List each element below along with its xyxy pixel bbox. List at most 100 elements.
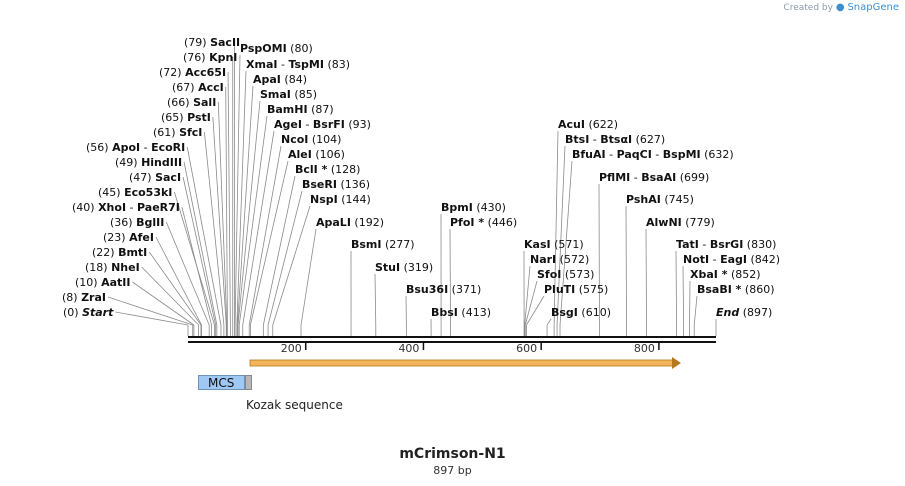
leader-line: [225, 86, 228, 326]
site-label: XbaI * (852): [690, 268, 761, 281]
site-label: BsgI (610): [551, 306, 611, 319]
enzyme-name: AfeI: [129, 231, 154, 244]
leader-line: [234, 54, 241, 326]
ruler-tick-label: 600: [516, 342, 537, 355]
site-label: BbsI (413): [431, 306, 491, 319]
site-text: NarI (572): [530, 253, 589, 266]
enzyme-name: Start: [82, 306, 114, 319]
ruler-tick: 600: [516, 342, 542, 355]
enzyme-name: BbsI: [431, 306, 458, 319]
leader-line: [250, 160, 289, 326]
site-position: (84): [281, 73, 307, 86]
credit-prefix: Created by: [783, 3, 833, 13]
site-text: NcoI (104): [281, 133, 341, 146]
leader-line: [115, 311, 189, 326]
site-labels: (0) Start(8) ZraI(10) AatII(18) NheI(22)…: [62, 36, 780, 319]
ruler-tick: 200: [281, 342, 307, 355]
enzyme-name: SacII: [210, 36, 240, 49]
site-label: TatI - BsrGI (830): [676, 238, 776, 251]
site-text: (10) AatII: [75, 276, 130, 289]
leader-line: [675, 250, 677, 326]
kozak-sequence-label: Kozak sequence: [246, 398, 343, 412]
dash-separator: -: [126, 201, 137, 214]
site-text: SfoI (573): [537, 268, 594, 281]
site-position: (104): [308, 133, 341, 146]
site-position: (430): [473, 201, 506, 214]
site-label: XmaI - TspMI (83): [246, 58, 350, 71]
dash-separator: -: [709, 253, 720, 266]
site-label: PshAI (745): [626, 193, 694, 206]
orf-arrowhead: [672, 357, 681, 369]
site-text: PluTI (575): [544, 283, 608, 296]
site-label: AlwNI (779): [646, 216, 715, 229]
leader-line: [132, 281, 195, 326]
snapgene-credit: Created by ● SnapGene: [783, 2, 899, 13]
site-position: (76): [183, 51, 209, 64]
enzyme-name: BpmI: [441, 201, 473, 214]
ruler-tick-label: 800: [634, 342, 655, 355]
site-text: (36) BglII: [110, 216, 164, 229]
site-label: ApaLI (192): [316, 216, 384, 229]
enzyme-name: BseRI: [302, 178, 337, 191]
leader-line: [693, 295, 698, 326]
enzyme-name: End: [716, 306, 739, 319]
site-label: (36) BglII: [110, 216, 164, 229]
orf-arrow: [249, 357, 681, 369]
site-label: Bsu36I (371): [406, 283, 481, 296]
ruler-tick-label: 400: [398, 342, 419, 355]
site-text: NotI - EagI (842): [683, 253, 780, 266]
site-text: (40) XhoI - PaeR7I: [72, 201, 180, 214]
site-label: SmaI (85): [260, 88, 317, 101]
site-position: (571): [551, 238, 584, 251]
site-position: (842): [747, 253, 780, 266]
site-label: (65) PstI: [161, 111, 211, 124]
site-position: (23): [103, 231, 129, 244]
site-label: PfoI * (446): [450, 216, 517, 229]
site-text: StuI (319): [375, 261, 433, 274]
enzyme-name: AleI: [288, 148, 312, 161]
site-text: (22) BmtI: [92, 246, 147, 259]
enzyme-name: NheI: [111, 261, 140, 274]
leader-line: [300, 228, 317, 326]
site-text: (47) SacI: [129, 171, 181, 184]
enzyme-name: NcoI: [281, 133, 308, 146]
mcs-feature: MCS: [198, 375, 245, 390]
site-position: (18): [85, 261, 111, 274]
leader-line: [183, 161, 218, 326]
site-position: (860): [741, 283, 774, 296]
enzyme-name-alt: PaeR7I: [137, 201, 180, 214]
site-position: (83): [324, 58, 350, 71]
site-position: (144): [338, 193, 371, 206]
leader-line: [682, 265, 685, 326]
site-position: (8): [62, 291, 81, 304]
site-text: AcuI (622): [558, 118, 618, 131]
enzyme-name: BsmI: [351, 238, 382, 251]
site-position: (830): [743, 238, 776, 251]
site-position: (47): [129, 171, 155, 184]
site-position: (72): [159, 66, 185, 79]
enzyme-name: TatI: [676, 238, 699, 251]
dash-separator: -: [277, 58, 288, 71]
leader-line: [212, 116, 227, 326]
enzyme-name: StuI: [375, 261, 400, 274]
orf-bar: [249, 359, 677, 367]
site-label: (79) SacII: [184, 36, 240, 49]
enzyme-name-alt: TspMI: [288, 58, 324, 71]
site-label: KasI (571): [524, 238, 584, 251]
enzyme-name-alt: EcoRI: [151, 141, 185, 154]
enzyme-name: HindIII: [141, 156, 182, 169]
site-label: NarI (572): [530, 253, 589, 266]
site-label: PflMI - BsaAI (699): [599, 171, 709, 184]
leader-line: [262, 175, 296, 326]
site-position: (36): [110, 216, 136, 229]
site-text: (49) HindIII: [115, 156, 182, 169]
site-position: (65): [161, 111, 187, 124]
site-text: (76) KpnI: [183, 51, 237, 64]
enzyme-name: SacI: [155, 171, 181, 184]
enzyme-name: KpnI: [209, 51, 237, 64]
leader-line: [227, 71, 231, 326]
leader-line: [242, 130, 275, 326]
leader-line: [204, 131, 225, 326]
site-position: (40): [72, 201, 98, 214]
dash-separator: -: [140, 141, 151, 154]
